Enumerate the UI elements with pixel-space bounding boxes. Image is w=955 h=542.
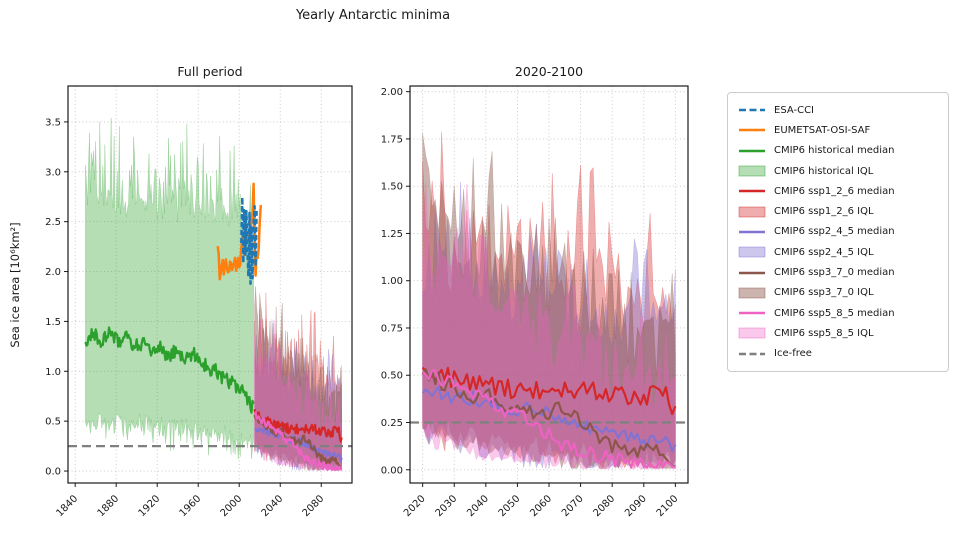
legend-item-label: ESA-CCI (774, 104, 814, 116)
cmip6-ssp1-2-6-median-swatch-icon (739, 190, 765, 193)
y-tick-label: 1.5 (45, 317, 61, 328)
y-tick-label: 2.0 (45, 267, 61, 278)
cmip6-historical-median-swatch-icon (739, 149, 765, 153)
legend-item-label: CMIP6 ssp5_8_5 IQL (774, 327, 874, 339)
legend-item-cmip6-historical-iql: CMIP6 historical IQL (737, 161, 939, 181)
x-tick-label: 1960 (178, 493, 204, 519)
legend-item-label: CMIP6 ssp2_4_5 IQL (774, 246, 874, 258)
legend-item-label: CMIP6 ssp3_7_0 median (774, 267, 895, 279)
series-ssp585-median (253, 411, 343, 471)
series-hist-median (84, 326, 255, 414)
right-subplot-title: 2020-2100 (514, 64, 584, 79)
y-tick-label: 1.50 (381, 182, 403, 193)
plot-frame-full-period (67, 85, 353, 484)
x-tick-label: 2080 (592, 493, 618, 519)
y-tick-label: 0.0 (45, 467, 61, 478)
esa-cci-swatch-icon (739, 108, 765, 112)
x-tick-label: 1920 (137, 493, 163, 519)
series-ssp370-median (421, 368, 676, 468)
eumetsat-osi-saf-swatch-icon (739, 129, 765, 132)
legend-item-eumetsat-osi-saf: EUMETSAT-OSI-SAF (737, 120, 939, 140)
y-tick-label: 1.75 (381, 134, 403, 145)
x-tick-label: 2070 (560, 493, 586, 519)
y-tick-label: 1.0 (45, 367, 61, 378)
y-tick-label: 3.0 (45, 167, 61, 178)
cmip6-ssp5-8-5-iql-swatch-icon (738, 328, 766, 339)
series-ssp126-iql (422, 132, 676, 469)
figure-title: Yearly Antarctic minima (295, 8, 451, 23)
legend-item-label: CMIP6 ssp3_7_0 IQL (774, 287, 874, 299)
y-tick-label: 2.5 (45, 217, 61, 228)
cmip6-historical-iql-swatch-icon (738, 165, 766, 177)
y-tick-label: 0.75 (381, 323, 403, 334)
legend-item-cmip6-ssp2-4-5-iql: CMIP6 ssp2_4_5 IQL (737, 242, 939, 262)
series-ssp245-median (421, 385, 677, 453)
x-tick-label: 2000 (219, 493, 245, 519)
legend-item-cmip6-ssp1-2-6-median: CMIP6 ssp1_2_6 median (737, 181, 939, 201)
x-tick-label: 2040 (465, 493, 491, 519)
y-tick-label: 0.00 (381, 465, 403, 476)
legend-item-label: CMIP6 historical IQL (774, 165, 874, 177)
x-tick-label: 2040 (260, 493, 286, 519)
y-tick-label: 0.50 (381, 371, 403, 382)
legend-item-cmip6-ssp5-8-5-iql: CMIP6 ssp5_8_5 IQL (737, 323, 939, 343)
x-tick-label: 2030 (434, 493, 460, 519)
series-ssp585-median (421, 369, 676, 469)
grid-late-century (410, 86, 688, 483)
x-tick-label: 1880 (96, 493, 122, 519)
cmip6-ssp3-7-0-iql-swatch-icon (738, 287, 766, 299)
legend-item-cmip6-ssp1-2-6-iql: CMIP6 ssp1_2_6 IQL (737, 201, 939, 221)
y-tick-label: 3.5 (45, 117, 61, 128)
cmip6-ssp1-2-6-iql-swatch-icon (738, 206, 766, 218)
cmip6-ssp5-8-5-median-swatch-icon (739, 311, 765, 315)
cmip6-ssp2-4-5-median-swatch-icon (739, 230, 765, 234)
cmip6-ssp2-4-5-iql-swatch-icon (738, 246, 766, 258)
y-tick-label: 2.00 (381, 87, 403, 98)
x-tick-label: 1840 (55, 493, 81, 519)
legend-item-esa-cci: ESA-CCI (737, 100, 939, 120)
data-area-late-century (410, 132, 688, 470)
series-hist-iql (85, 117, 254, 460)
legend-item-label: CMIP6 ssp1_2_6 IQL (774, 206, 874, 218)
x-tick-label: 2080 (301, 493, 327, 519)
legend-item-cmip6-ssp2-4-5-median: CMIP6 ssp2_4_5 median (737, 222, 939, 242)
legend-item-label: CMIP6 historical median (774, 145, 895, 157)
legend-item-label: EUMETSAT-OSI-SAF (774, 124, 871, 136)
left-subplot-title: Full period (177, 64, 243, 79)
legend-item-ice-free: Ice-free (737, 344, 939, 364)
legend-item-cmip6-ssp3-7-0-median: CMIP6 ssp3_7_0 median (737, 262, 939, 282)
legend-item-label: Ice-free (774, 348, 812, 360)
legend-item-label: CMIP6 ssp2_4_5 median (774, 226, 895, 238)
legend-item-cmip6-ssp3-7-0-iql: CMIP6 ssp3_7_0 IQL (737, 283, 939, 303)
x-tick-label: 2050 (497, 493, 523, 519)
legend-item-cmip6-historical-median: CMIP6 historical median (737, 141, 939, 161)
series-eumetsat (216, 182, 263, 281)
legend-item-label: CMIP6 ssp1_2_6 median (774, 185, 895, 197)
data-area-full-period (68, 117, 352, 472)
subplot-late-century: 2020 2030 2040 2050 2060 2070 2080 2090 2100 0.00… (381, 85, 689, 519)
grid-full-period (68, 86, 352, 483)
x-tick-label: 2100 (655, 493, 681, 519)
x-tick-label: 2060 (528, 493, 554, 519)
series-ssp126-median (421, 366, 677, 416)
series-esa-cci (240, 196, 258, 286)
y-tick-label: 0.25 (381, 418, 403, 429)
legend-item-label: CMIP6 ssp5_8_5 median (774, 307, 895, 319)
legend-item-cmip6-ssp5-8-5-median: CMIP6 ssp5_8_5 median (737, 303, 939, 323)
series-ssp370-iql (422, 133, 676, 469)
cmip6-ssp3-7-0-median-swatch-icon (739, 271, 765, 274)
x-tick-label: 2090 (623, 493, 649, 519)
subplot-full-period: 1840 1880 1920 1960 2000 2040 2080 0.0 0.5 1.0 1.5… (45, 85, 353, 519)
ice-free-swatch-icon (739, 352, 765, 356)
legend: ESA-CCI EUMETSAT-OSI-SAF CMIP6 historical … (727, 92, 949, 372)
x-tick-label: 2020 (402, 493, 428, 519)
y-tick-label: 1.00 (381, 276, 403, 287)
y-tick-label: 1.25 (381, 229, 403, 240)
y-tick-label: 0.5 (45, 417, 61, 428)
